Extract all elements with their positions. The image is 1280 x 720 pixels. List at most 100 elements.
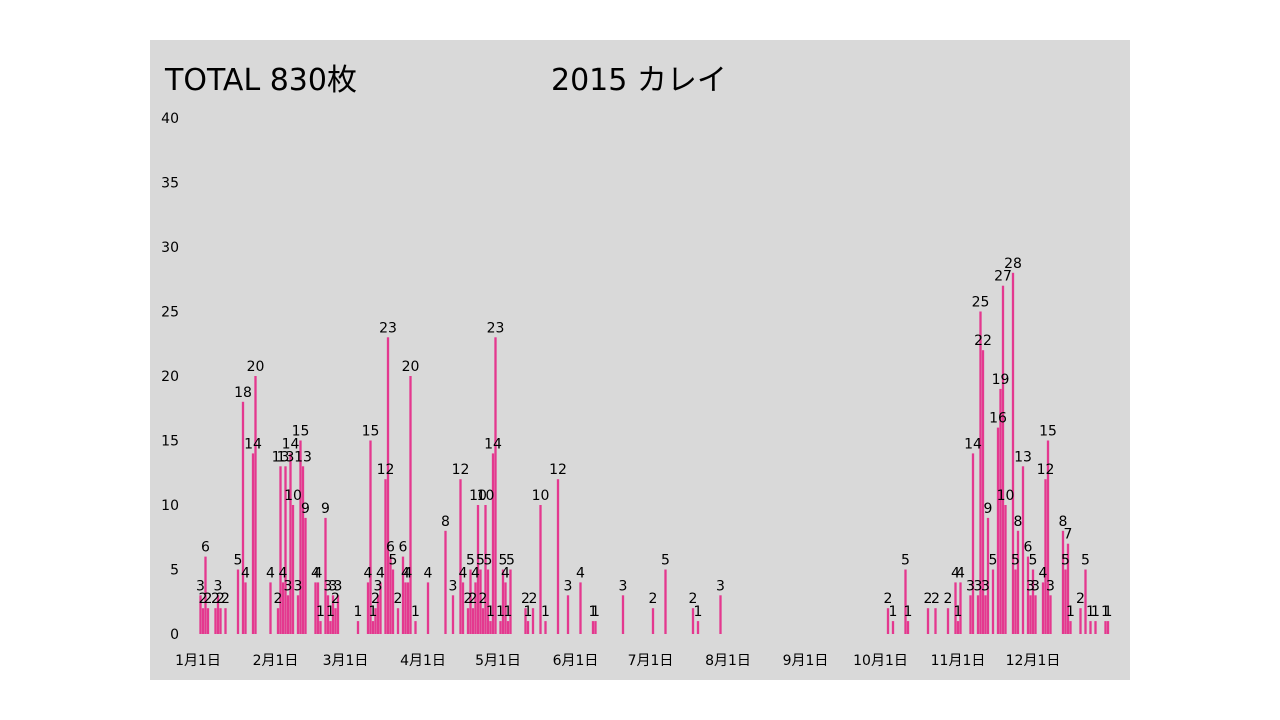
- bar: [204, 556, 207, 634]
- data-label: 10: [477, 488, 495, 504]
- x-tick-label: 11月1日: [931, 653, 986, 669]
- data-label: 3: [284, 578, 293, 594]
- data-label: 5: [499, 553, 508, 569]
- bar: [286, 595, 290, 634]
- data-label: 2: [689, 591, 698, 607]
- data-label: 3: [324, 578, 333, 594]
- bar: [526, 621, 530, 634]
- bar: [324, 517, 327, 634]
- data-label: 1: [904, 604, 913, 620]
- data-label: 2: [884, 591, 893, 607]
- data-label: 6: [201, 540, 210, 556]
- data-label: 1: [889, 604, 898, 620]
- x-tick-label: 1月1日: [175, 653, 221, 669]
- bar: [1001, 285, 1005, 634]
- data-label: 1: [326, 604, 335, 620]
- bar: [491, 453, 495, 634]
- data-label: 5: [466, 553, 475, 569]
- data-label: 23: [487, 320, 505, 336]
- bar: [524, 608, 527, 634]
- bar: [1106, 621, 1110, 634]
- data-label: 15: [1039, 424, 1057, 440]
- data-label: 9: [301, 501, 310, 517]
- data-label: 1: [1104, 604, 1113, 620]
- bar: [1084, 569, 1087, 634]
- bar: [379, 582, 382, 634]
- bar: [1011, 272, 1015, 634]
- data-label: 1: [486, 604, 495, 620]
- bar: [926, 608, 930, 634]
- data-label: 3: [294, 578, 303, 594]
- bar-series: [199, 272, 1110, 634]
- data-label: 4: [376, 565, 385, 581]
- bar: [946, 608, 950, 634]
- bar: [409, 376, 412, 634]
- data-label: 25: [972, 295, 990, 311]
- bar: [301, 466, 305, 634]
- data-label: 10: [997, 488, 1015, 504]
- bar: [996, 427, 1000, 634]
- data-label: 13: [294, 449, 312, 465]
- bar: [401, 556, 405, 634]
- bar: [984, 595, 987, 634]
- bar: [276, 608, 280, 634]
- data-label: 5: [989, 553, 998, 569]
- data-label: 5: [1081, 553, 1090, 569]
- bar: [591, 621, 595, 634]
- bar: [254, 376, 257, 634]
- data-label: 5: [506, 553, 515, 569]
- bar: [1014, 569, 1017, 634]
- bar: [224, 608, 227, 634]
- x-tick-label: 9月1日: [783, 653, 829, 669]
- bar: [1104, 621, 1107, 634]
- bar: [396, 608, 400, 634]
- data-label: 2: [331, 591, 340, 607]
- data-label: 5: [1061, 553, 1070, 569]
- y-tick-label: 25: [161, 305, 179, 321]
- x-tick-label: 5月1日: [475, 653, 521, 669]
- bar: [369, 440, 372, 634]
- x-tick-label: 2月1日: [253, 653, 299, 669]
- data-label: 13: [277, 449, 295, 465]
- data-label: 4: [404, 565, 413, 581]
- data-label: 1: [524, 604, 533, 620]
- bar: [199, 595, 202, 634]
- bar: [281, 582, 285, 634]
- data-label: 2: [1076, 591, 1085, 607]
- x-tick-label: 8月1日: [705, 653, 751, 669]
- data-label: 1: [694, 604, 703, 620]
- data-label: 2: [371, 591, 380, 607]
- data-label: 1: [589, 604, 598, 620]
- y-tick-label: 40: [161, 111, 179, 127]
- data-label: 28: [1004, 256, 1022, 272]
- bar: [1049, 595, 1052, 634]
- bar: [959, 582, 962, 634]
- data-label: 12: [377, 462, 395, 478]
- bar: [1029, 595, 1032, 634]
- bar: [954, 582, 957, 634]
- data-label: 1: [1101, 604, 1110, 620]
- bar: [979, 311, 982, 634]
- data-label: 1: [1086, 604, 1095, 620]
- bar: [289, 453, 292, 634]
- x-tick-label: 10月1日: [853, 653, 908, 669]
- bar: [316, 582, 320, 634]
- bar: [1021, 466, 1025, 634]
- data-label: 7: [1064, 527, 1073, 543]
- bar: [1016, 530, 1020, 634]
- data-label: 12: [549, 462, 567, 478]
- x-axis: 1月1日 2月1日 3月1日 4月1日 5月1日 6月1日 7月1日 8月1日 9月1日 10月1…: [175, 653, 1060, 669]
- bar: [471, 608, 475, 634]
- data-label: 4: [1039, 565, 1048, 581]
- data-label: 5: [901, 553, 910, 569]
- data-labels: 3262232251841420421341331410315139441931…: [196, 256, 1112, 620]
- data-label: 4: [424, 565, 433, 581]
- bar: [489, 621, 492, 634]
- data-label: 2: [211, 591, 220, 607]
- x-tick-label: 12月1日: [1006, 653, 1061, 669]
- bar: [486, 569, 490, 634]
- y-tick-label: 30: [161, 240, 179, 256]
- data-label: 1: [1066, 604, 1075, 620]
- bar: [414, 621, 417, 634]
- data-label: 12: [452, 462, 470, 478]
